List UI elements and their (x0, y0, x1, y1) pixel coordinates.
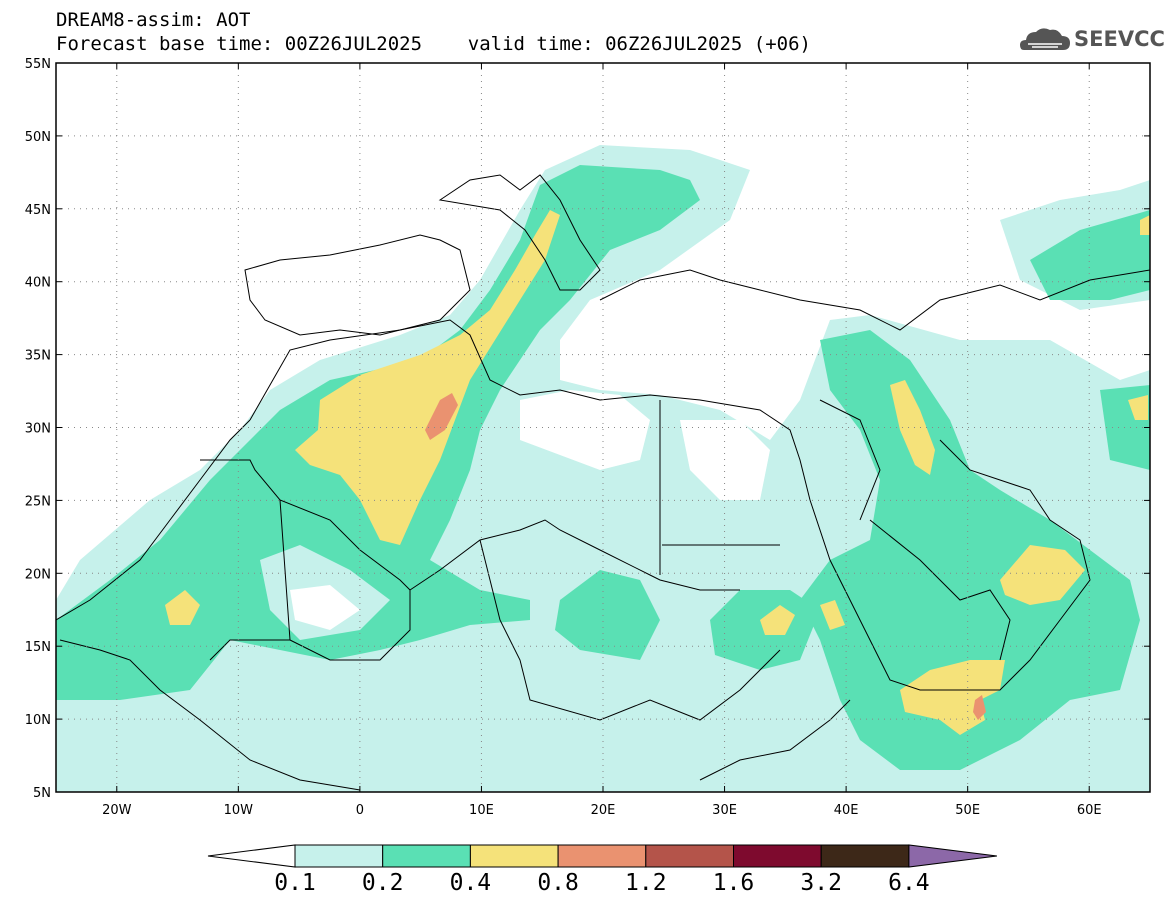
lat-labels: 55N 50N 45N 40N 35N 30N 25N 20N 15N 10N 5N (25, 57, 51, 801)
lon-label: 10E (469, 803, 494, 818)
colorbar-level-label: 3.2 (800, 870, 842, 896)
colorbar-segment (469, 844, 559, 868)
aot-field (56, 145, 1150, 792)
cloud-icon (1020, 28, 1070, 50)
lat-label: 15N (25, 640, 51, 655)
axis-ticks (56, 62, 1150, 793)
colorbar-level-label: 0.8 (537, 870, 579, 896)
lon-label: 10W (224, 803, 254, 818)
colorbar-segment (557, 844, 647, 868)
lat-label: 25N (25, 494, 51, 509)
colorbar-level-label: 0.1 (274, 870, 316, 896)
colorbar-over-arrow (908, 844, 997, 868)
lat-label: 20N (25, 567, 51, 582)
colorbar-under-arrow (207, 844, 296, 868)
lat-label: 35N (25, 349, 51, 364)
logo-text: SEEVCCC (1074, 27, 1165, 51)
colorbar-segment (382, 844, 471, 868)
map-title: DREAM8-assim: AOT (56, 9, 251, 31)
lat-label: 50N (25, 130, 51, 145)
colorbar-segment (645, 844, 734, 868)
lon-label: 40E (834, 803, 859, 818)
lon-label: 50E (955, 803, 980, 818)
lat-label: 5N (33, 786, 51, 801)
colorbar-level-label: 6.4 (888, 870, 930, 896)
lat-label: 45N (25, 203, 51, 218)
colorbar-level-label: 1.6 (712, 870, 755, 896)
colorbar-level-label: 0.2 (361, 870, 404, 896)
lon-label: 20W (102, 803, 132, 818)
lon-label: 0 (356, 803, 364, 818)
lat-label: 10N (25, 713, 51, 728)
colorbar-segment (733, 844, 822, 868)
colorbar-segment (294, 844, 384, 868)
lat-label: 40N (25, 276, 51, 291)
lon-label: 60E (1077, 803, 1102, 818)
lon-labels: 20W 10W 0 10E 20E 30E 40E 50E 60E (102, 803, 1102, 818)
colorbar-level-label: 0.4 (449, 870, 492, 896)
forecast-times: Forecast base time: 00Z26JUL2025 valid t… (56, 33, 811, 55)
lat-label: 30N (25, 422, 51, 437)
lon-label: 20E (591, 803, 616, 818)
lon-label: 30E (712, 803, 737, 818)
graticule (56, 63, 1150, 792)
colorbar (207, 844, 997, 868)
colorbar-level-label: 1.2 (625, 870, 667, 896)
colorbar-segment (820, 844, 910, 868)
lat-label: 55N (25, 57, 51, 72)
